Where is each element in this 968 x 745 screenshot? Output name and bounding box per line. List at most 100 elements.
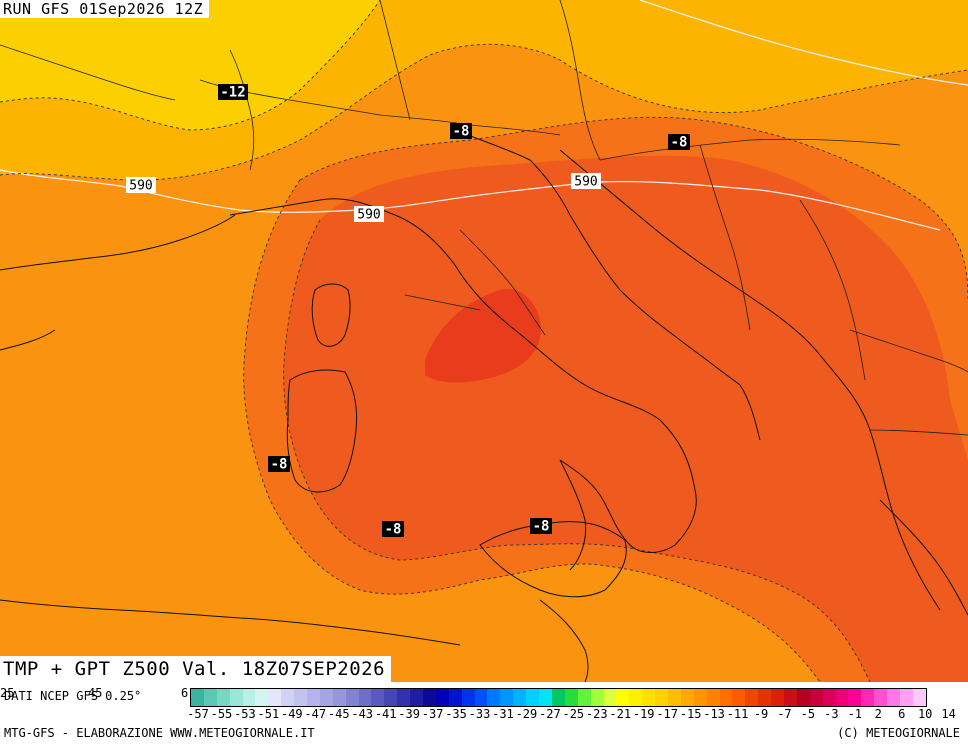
- temp-labels: -12 -8 -8 -8 -8 -8: [218, 84, 690, 538]
- color-swatch: [861, 689, 875, 706]
- color-swatch: [307, 689, 320, 706]
- scale-tick-label: 10: [917, 707, 933, 721]
- temp-label: -12: [218, 84, 248, 101]
- color-swatch: [577, 689, 591, 706]
- color-swatch: [616, 689, 630, 706]
- color-swatch: [874, 689, 888, 706]
- svg-text:590: 590: [574, 175, 597, 190]
- color-swatch: [848, 689, 862, 706]
- color-scale-labels: -57 -55 -53 -51 -49 -47 -45 -43 -41 -39 -37 -35 -33-…: [187, 707, 968, 721]
- color-swatch: [358, 689, 372, 706]
- color-swatch: [345, 689, 359, 706]
- color-swatch: [564, 689, 578, 706]
- footer-credit: MTG-GFS - ELABORAZIONE WWW.METEOGIORNALE…: [4, 726, 315, 740]
- scale-tick-label: -7: [777, 707, 792, 721]
- color-swatch: [719, 689, 733, 706]
- color-swatch: [680, 689, 694, 706]
- color-swatch: [332, 689, 346, 706]
- svg-text:-12: -12: [220, 85, 245, 101]
- gpt-label: 590: [126, 177, 156, 194]
- temp-label: -8: [668, 134, 690, 151]
- footer-copyright: (C) METEOGIORNALE: [837, 726, 960, 740]
- svg-text:-8: -8: [533, 519, 550, 535]
- color-swatch: [642, 689, 656, 706]
- color-swatch: [435, 689, 449, 706]
- temp-fill-hot: [425, 289, 541, 383]
- temp-label: -8: [450, 123, 472, 140]
- scale-tick-label: -15: [679, 707, 702, 721]
- color-swatch: [371, 689, 385, 706]
- svg-text:-8: -8: [271, 457, 288, 473]
- color-swatch: [771, 689, 784, 706]
- color-scale-bar: [190, 688, 927, 707]
- scale-tick-label: -5: [800, 707, 816, 721]
- color-swatch: [500, 689, 514, 706]
- color-swatch: [706, 689, 720, 706]
- scale-tick-label: -57: [187, 707, 209, 721]
- svg-text:-8: -8: [453, 124, 470, 140]
- weather-map: -12 -8 -8 -8 -8 -8 590 590: [0, 0, 968, 682]
- scale-tick-label: -31: [492, 707, 514, 721]
- scale-tick-label: -3: [824, 707, 839, 721]
- scale-tick-label: -33: [468, 707, 491, 721]
- svg-text:590: 590: [357, 208, 380, 223]
- color-swatch: [551, 689, 565, 706]
- legend-stub-mid: 45: [88, 686, 103, 700]
- scale-tick-label: -35: [445, 707, 467, 721]
- scale-tick-label: -23: [585, 707, 608, 721]
- scale-tick-label: -9: [753, 707, 769, 721]
- legend-stub-left: 25: [0, 686, 15, 700]
- color-swatch: [835, 689, 849, 706]
- scale-tick-label: -11: [726, 707, 749, 721]
- color-swatch: [487, 689, 501, 706]
- color-swatch: [255, 689, 269, 706]
- legend-stub-right: 6: [181, 686, 189, 700]
- scale-tick-label: -55: [210, 707, 233, 721]
- svg-text:-8: -8: [385, 522, 402, 538]
- gpt-contour-588: [639, 0, 968, 86]
- color-swatch: [384, 689, 398, 706]
- color-swatch: [783, 689, 797, 706]
- color-swatch: [397, 689, 411, 706]
- coastlines: [0, 129, 968, 682]
- color-swatch: [590, 689, 604, 706]
- color-swatch: [319, 689, 333, 706]
- color-swatch: [216, 689, 230, 706]
- color-swatch: [423, 689, 436, 706]
- scale-tick-label: 6: [898, 707, 906, 721]
- svg-text:-8: -8: [671, 135, 688, 151]
- color-swatch: [539, 689, 552, 706]
- color-swatch: [461, 689, 475, 706]
- gpt-labels: 590 590 590: [126, 173, 601, 223]
- temp-fill-core: [283, 155, 968, 682]
- scale-tick-label: -1: [847, 707, 863, 721]
- color-swatch: [667, 689, 681, 706]
- scale-tick-label: -37: [421, 707, 444, 721]
- scale-tick-label: -13: [703, 707, 725, 721]
- scale-tick-label: -17: [656, 707, 678, 721]
- scale-tick-label: -19: [632, 707, 655, 721]
- scale-tick-label: -49: [280, 707, 303, 721]
- color-swatch: [822, 689, 836, 706]
- color-swatch: [912, 689, 926, 706]
- color-swatch: [448, 689, 462, 706]
- temp-label: -8: [382, 521, 404, 538]
- scale-tick-label: -39: [398, 707, 420, 721]
- scale-tick-label: 14: [941, 707, 956, 721]
- color-swatch: [887, 689, 900, 706]
- svg-text:590: 590: [129, 179, 152, 194]
- temp-fill-north-coldest: [0, 0, 380, 130]
- color-swatch: [513, 689, 527, 706]
- scale-tick-label: -43: [351, 707, 374, 721]
- scale-tick-label: -25: [562, 707, 585, 721]
- color-swatch: [629, 689, 643, 706]
- data-source-label: DATI NCEP GFS 0.25°: [4, 689, 142, 703]
- scale-tick-label: -21: [609, 707, 632, 721]
- color-swatch: [191, 689, 204, 706]
- color-swatch: [242, 689, 256, 706]
- color-swatch: [410, 689, 424, 706]
- color-swatch: [474, 689, 488, 706]
- color-swatch: [655, 689, 668, 706]
- color-swatch: [693, 689, 707, 706]
- scale-tick-label: -51: [257, 707, 280, 721]
